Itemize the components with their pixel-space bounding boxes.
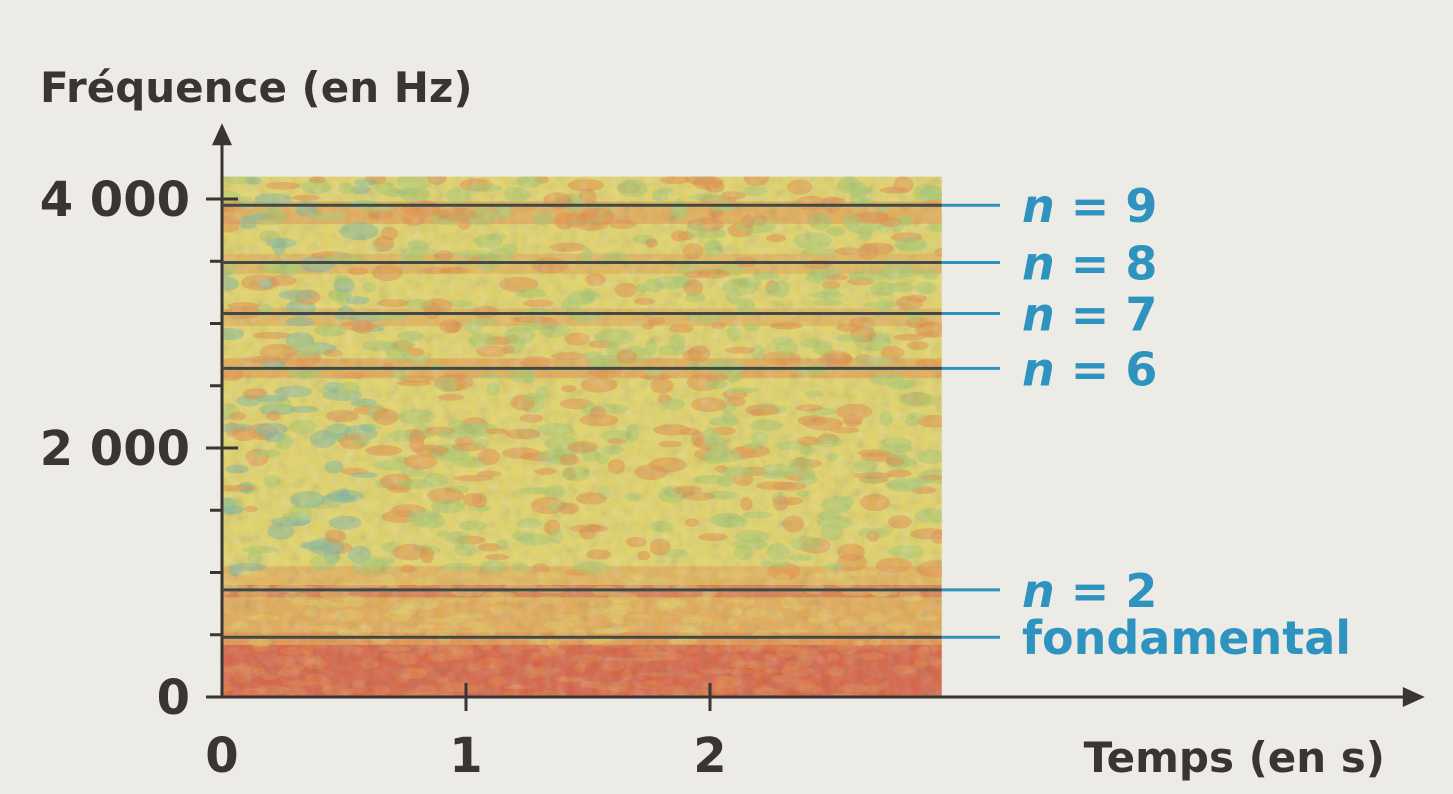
harmonic-n: n <box>1022 342 1055 396</box>
harmonic-eq: = 6 <box>1055 342 1158 396</box>
harmonic-n: n <box>1022 179 1055 233</box>
x-axis-title: Temps (en s) <box>1084 733 1385 782</box>
harmonic-eq: = 9 <box>1055 179 1158 233</box>
harmonic-label: n = 9 <box>1022 179 1157 233</box>
x-tick-label: 1 <box>449 728 482 784</box>
axes <box>206 123 1425 711</box>
harmonic-label: n = 2 <box>1022 564 1157 618</box>
y-axis-title: Fréquence (en Hz) <box>40 63 473 112</box>
x-axis-arrow <box>1402 687 1425 707</box>
harmonic-n: n <box>1022 288 1055 342</box>
harmonic-label: n = 8 <box>1022 236 1157 290</box>
spectrogram-area <box>222 176 942 697</box>
y-tick-label: 4 000 <box>40 172 190 228</box>
x-tick-label: 2 <box>693 728 726 784</box>
harmonic-label: n = 7 <box>1022 288 1157 342</box>
harmonic-label: fondamental <box>1022 611 1351 665</box>
harmonic-n: n <box>1022 564 1055 618</box>
x-tick-label: 0 <box>205 728 238 784</box>
harmonic-label: n = 6 <box>1022 342 1157 396</box>
y-tick-label: 0 <box>157 670 190 726</box>
harmonic-eq: = 7 <box>1055 288 1158 342</box>
harmonic-lines <box>222 203 1000 639</box>
labels: Fréquence (en Hz) Temps (en s) 0 2 000 4 000… <box>40 63 1385 784</box>
y-tick-label: 2 000 <box>40 421 190 477</box>
harmonic-n: n <box>1022 236 1055 290</box>
harmonic-eq: = 2 <box>1055 564 1158 618</box>
harmonic-eq: = 8 <box>1055 236 1158 290</box>
spectrogram-texture <box>222 176 942 697</box>
y-axis-arrow <box>212 123 232 146</box>
